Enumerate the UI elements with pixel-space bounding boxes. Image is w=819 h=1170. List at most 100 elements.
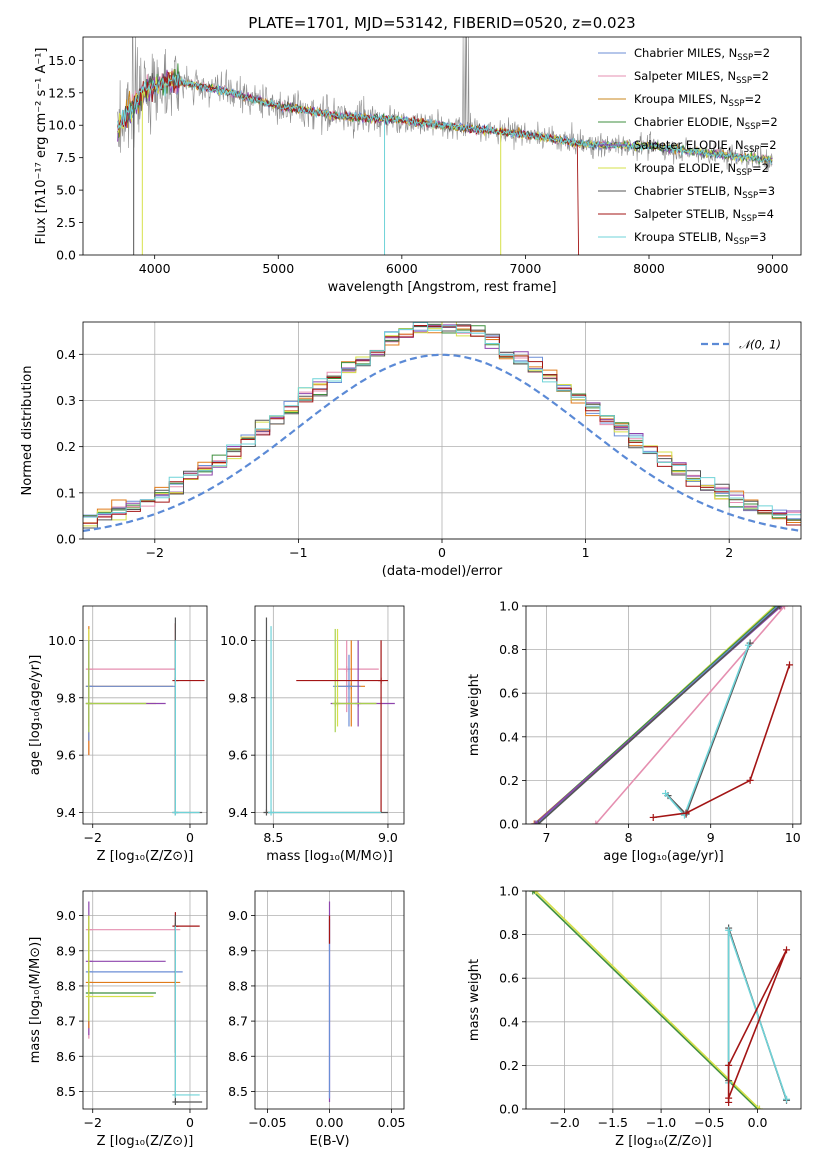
y-tick-label: 12.5 (48, 85, 76, 100)
x-tick-label: −2 (146, 545, 164, 560)
y-tick-label: 8.8 (56, 978, 76, 993)
panel-mass_vs_EBV: −0.05 0.00 0.05 8.5 8.6 8.7 8.8 8.9 9.0 E(B-V) (228, 890, 406, 1149)
point-marker (332, 700, 339, 707)
y-tick-label: 0.6 (499, 686, 519, 701)
weight-marker (662, 789, 670, 797)
y-axis-label: mass [log₁₀(M/M⊙)] (28, 937, 43, 1064)
x-tick-label: −1.5 (598, 1115, 628, 1130)
x-axis-label: age [log₁₀(age/yr)] (603, 849, 724, 864)
weight-line (653, 664, 791, 819)
x-tick-label: 9.0 (378, 830, 398, 845)
y-tick-label: 9.4 (56, 805, 76, 820)
legend-entry: 𝒩(0, 1) (739, 338, 781, 352)
x-axis-label: Z [log₁₀(Z/Z⊙)] (97, 849, 194, 864)
x-tick-label: −2 (84, 830, 102, 845)
legend-entry: Kroupa STELIB, NSSP=3 (634, 230, 766, 247)
panel-age_vs_Z: −2 0 9.4 9.6 9.8 10.0 Z [log₁₀(Z/Z⊙)] age [log₁… (28, 605, 208, 864)
y-tick-label: 0.2 (499, 1058, 519, 1073)
axes-frame (82, 36, 802, 256)
y-axis-label: mass weight (467, 959, 482, 1041)
weight-marker (725, 1061, 733, 1069)
x-tick-label: 2 (725, 545, 733, 560)
legend-entry: Salpeter ELODIE, NSSP=2 (634, 138, 777, 155)
y-axis-label: Normed distribution (20, 366, 35, 496)
x-tick-label: 0 (186, 1115, 194, 1130)
x-tick-label: 0.00 (316, 1115, 344, 1130)
weight-line (532, 891, 759, 1109)
point-marker (345, 683, 352, 690)
axes-background (255, 606, 404, 824)
x-tick-label: 0.0 (748, 1115, 768, 1130)
weight-marker (744, 641, 752, 649)
panel-weight_vs_Z: −2.0 −1.5 −1.0 −0.5 0.0 0.0 0.2 0.4 0.6 0.8 1.0 Z [… (467, 884, 802, 1149)
x-tick-label: 0 (438, 545, 446, 560)
y-tick-label: 9.0 (56, 908, 76, 923)
weight-marker (649, 813, 657, 821)
x-tick-label: 0.05 (378, 1115, 406, 1130)
y-tick-label: 0.0 (56, 532, 76, 547)
spectrum-legend: Chabrier MILES, NSSP=2 Salpeter MILES, NS… (598, 46, 778, 247)
panel-residuals: 𝒩(0, 1) −2 −1 0 1 2 0.0 0.1 0.2 0.3 0.4 (data-model… (20, 321, 802, 579)
x-tick-label: 5000 (262, 261, 294, 276)
point-marker (172, 1091, 179, 1098)
y-tick-label: 8.7 (56, 1014, 76, 1029)
weight-marker (532, 891, 540, 895)
legend-entry: Kroupa MILES, NSSP=2 (634, 92, 761, 109)
y-tick-label: 5.0 (56, 183, 76, 198)
y-tick-label: 9.8 (228, 690, 248, 705)
y-tick-label: 0.4 (499, 1014, 519, 1029)
y-tick-label: 9.8 (56, 690, 76, 705)
y-tick-label: 0.0 (499, 817, 519, 832)
legend-entry: Chabrier STELIB, NSSP=3 (634, 184, 775, 201)
weight-line (537, 606, 781, 824)
weight-marker (783, 1095, 791, 1103)
y-tick-label: 0.8 (499, 927, 519, 942)
y-tick-label: 0.2 (56, 439, 76, 454)
panel-weight_vs_age: 7 8 9 10 0.0 0.2 0.4 0.6 0.8 1.0 age [log₁₀(age/yr… (467, 599, 802, 864)
y-tick-label: 9.6 (56, 748, 76, 763)
axes-frame (525, 890, 802, 1110)
panel-age_vs_mass: 8.5 9.0 9.4 9.6 9.8 10.0 mass [log₁₀(M/M⊙)] (220, 605, 405, 864)
y-tick-label: 8.9 (56, 943, 76, 958)
weight-marker (725, 926, 733, 934)
weight-marker (781, 606, 789, 610)
x-axis-label: wavelength [Angstrom, rest frame] (328, 280, 557, 295)
plot-area (530, 606, 794, 824)
weight-marker (786, 661, 794, 669)
x-tick-label: 8 (625, 830, 633, 845)
y-tick-label: 8.5 (56, 1084, 76, 1099)
plot-area (85, 901, 203, 1105)
y-tick-label: 8.8 (228, 978, 248, 993)
x-tick-label: 7 (543, 830, 551, 845)
weight-marker (529, 891, 537, 895)
weight-marker (531, 820, 539, 824)
y-tick-label: 0.0 (499, 1102, 519, 1117)
y-tick-label: 10.0 (220, 633, 248, 648)
errorbar-point (85, 640, 147, 733)
legend-entry: Chabrier ELODIE, NSSP=2 (634, 115, 778, 132)
weight-marker (534, 820, 542, 824)
y-tick-label: 8.6 (56, 1049, 76, 1064)
x-tick-label: −2 (84, 1115, 102, 1130)
y-tick-label: 15.0 (48, 53, 76, 68)
point-marker (172, 1098, 179, 1105)
weight-marker (746, 776, 754, 784)
y-axis-label: mass weight (467, 674, 482, 756)
y-axis-label: Flux [fλ10⁻¹⁷ erg cm⁻² s⁻¹ A⁻¹] (34, 48, 49, 245)
x-tick-label: −1 (289, 545, 307, 560)
x-tick-label: −1.0 (646, 1115, 676, 1130)
weight-marker (776, 606, 784, 610)
weight-marker (725, 1094, 733, 1102)
residual-histogram (83, 322, 801, 518)
y-tick-label: 0.4 (499, 729, 519, 744)
x-tick-label: 6000 (386, 261, 418, 276)
point-marker (85, 700, 92, 707)
legend-entry: Kroupa ELODIE, NSSP=2 (634, 161, 769, 178)
x-tick-label: 0 (186, 830, 194, 845)
weight-marker (783, 946, 791, 954)
y-tick-label: 9.4 (228, 805, 248, 820)
y-tick-label: 8.9 (228, 943, 248, 958)
x-tick-label: 10 (785, 830, 801, 845)
x-tick-label: 9000 (757, 261, 789, 276)
